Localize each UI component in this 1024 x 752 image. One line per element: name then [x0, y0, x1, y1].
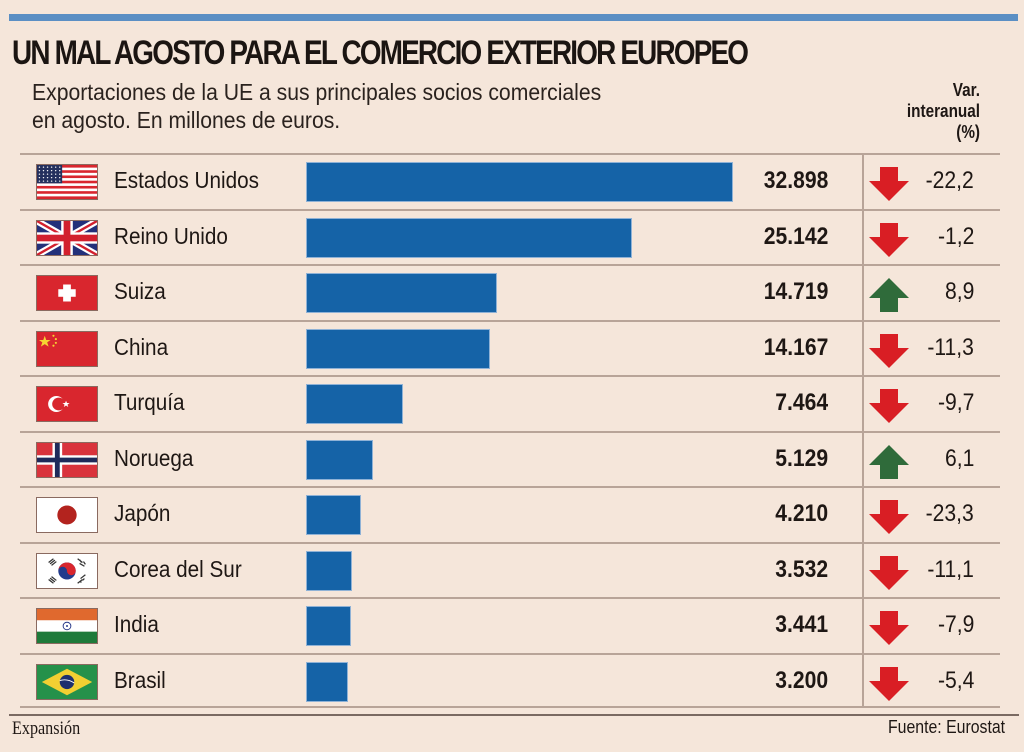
footer-divider [9, 714, 1019, 716]
country-label: Noruega [114, 444, 194, 471]
chart-table: Estados Unidos 32.898 -22,2 Reino Unido 25.1… [20, 153, 1000, 708]
change-column-header: Var. interanual (%) [906, 80, 980, 142]
arrow-down-icon [868, 500, 910, 534]
export-value-label: 3.532 [775, 555, 828, 583]
export-value-label: 25.142 [763, 222, 828, 250]
brand-logo: Expansión [12, 718, 81, 739]
top-accent-bar [9, 14, 1018, 21]
export-value-label: 5.129 [775, 444, 828, 472]
country-label: Estados Unidos [114, 167, 259, 193]
table-row: Brasil 3.200 -5,4 [20, 652, 1000, 708]
change-value-label: -11,1 [927, 555, 974, 583]
export-bar [306, 217, 632, 258]
brazil-flag-icon [36, 663, 98, 700]
change-value-label: -1,2 [937, 222, 974, 250]
export-bar [306, 273, 497, 313]
arrow-up-icon [868, 278, 910, 312]
column-divider [862, 432, 864, 486]
arrow-down-icon [868, 666, 910, 701]
arrow-down-icon [868, 222, 910, 257]
source-note: Fuente: Eurostat [887, 717, 1005, 737]
export-value-label: 4.210 [775, 500, 828, 527]
table-row: Suiza 14.719 8,9 [20, 264, 1000, 320]
table-row: Turquía 7.464 -9,7 [20, 375, 1000, 431]
column-divider [862, 155, 864, 209]
export-bar [306, 550, 352, 591]
arrow-down-icon [868, 333, 910, 368]
country-label: Suiza [114, 278, 166, 304]
change-value-label: 6,1 [944, 444, 974, 472]
column-divider [862, 210, 864, 264]
export-value-label: 3.200 [775, 666, 828, 694]
change-value-label: -23,3 [925, 500, 974, 527]
export-bar [306, 606, 351, 646]
country-label: China [114, 333, 169, 360]
country-label: Turquía [114, 389, 185, 415]
arrow-down-icon [868, 611, 910, 645]
column-divider [862, 321, 864, 375]
arrow-down-icon [868, 167, 910, 201]
table-row: China 14.167 -11,3 [20, 319, 1000, 375]
export-bar [306, 495, 361, 535]
country-label: Corea del Sur [114, 555, 242, 582]
table-row: Japón 4.210 -23,3 [20, 486, 1000, 542]
export-bar [306, 661, 348, 702]
country-label: Reino Unido [114, 222, 228, 249]
country-label: Japón [114, 500, 171, 526]
usa-flag-icon [36, 164, 98, 200]
change-value-label: -22,2 [925, 167, 974, 194]
india-flag-icon [36, 608, 98, 644]
export-value-label: 14.167 [763, 333, 828, 361]
country-label: India [114, 611, 159, 637]
japan-flag-icon [36, 497, 98, 533]
table-row: Estados Unidos 32.898 -22,2 [20, 153, 1000, 209]
export-value-label: 14.719 [763, 278, 828, 305]
export-bar [306, 162, 733, 202]
norway-flag-icon [36, 441, 98, 478]
export-bar [306, 384, 403, 424]
column-divider [862, 377, 864, 431]
turkey-flag-icon [36, 386, 98, 422]
column-divider [862, 266, 864, 320]
table-row: Corea del Sur 3.532 -11,1 [20, 541, 1000, 597]
change-value-label: -11,3 [927, 333, 974, 361]
export-value-label: 3.441 [775, 611, 828, 638]
arrow-up-icon [868, 444, 910, 479]
arrow-down-icon [868, 555, 910, 590]
switzerland-flag-icon [36, 275, 98, 311]
arrow-down-icon [868, 389, 910, 423]
column-divider [862, 654, 864, 706]
south-korea-flag-icon [36, 552, 98, 589]
export-value-label: 7.464 [775, 389, 828, 416]
uk-flag-icon [36, 219, 98, 256]
country-label: Brasil [114, 666, 166, 693]
change-value-label: -7,9 [937, 611, 974, 638]
chart-title: UN MAL AGOSTO PARA EL COMERCIO EXTERIOR … [12, 34, 749, 72]
column-divider [862, 599, 864, 653]
export-value-label: 32.898 [763, 167, 828, 194]
column-divider [862, 488, 864, 542]
table-row: Reino Unido 25.142 -1,2 [20, 208, 1000, 264]
table-row: Noruega 5.129 6,1 [20, 430, 1000, 486]
china-flag-icon [36, 330, 98, 367]
export-bar [306, 328, 490, 369]
export-bar [306, 439, 373, 480]
change-value-label: 8,9 [944, 278, 974, 305]
table-row: India 3.441 -7,9 [20, 597, 1000, 653]
chart-subtitle: Exportaciones de la UE a sus principales… [32, 79, 602, 133]
column-divider [862, 543, 864, 597]
change-value-label: -5,4 [937, 666, 974, 694]
change-value-label: -9,7 [937, 389, 974, 416]
